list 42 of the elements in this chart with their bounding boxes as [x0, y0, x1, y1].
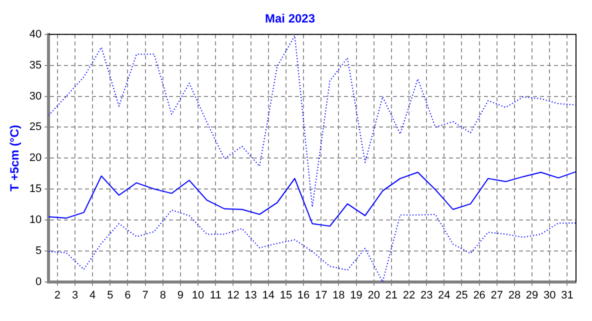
x-tick-label: 11	[210, 289, 222, 302]
x-tick-label: 5	[107, 289, 114, 302]
x-tick-label: 24	[438, 289, 450, 302]
x-tick-label: 18	[332, 289, 345, 302]
x-tick-label: 23	[420, 289, 433, 302]
x-tick-label: 31	[561, 289, 574, 302]
x-tick-label: 9	[177, 289, 184, 302]
y-tick-label: 5	[36, 244, 42, 257]
x-tick-label: 3	[72, 289, 78, 302]
y-tick-label: 25	[29, 121, 42, 134]
x-tick-label: 21	[385, 289, 398, 302]
x-tick-label: 4	[90, 289, 96, 302]
chart-title: Mai 2023	[264, 12, 316, 26]
x-tick-label: 25	[456, 289, 468, 302]
x-tick-label: 10	[192, 289, 204, 302]
x-tick-label: 28	[508, 289, 521, 302]
x-tick-label: 12	[227, 289, 240, 302]
y-tick-label: 0	[36, 276, 42, 288]
y-tick-label: 20	[29, 152, 42, 164]
x-tick-label: 7	[142, 289, 148, 302]
x-tick-label: 30	[544, 289, 556, 302]
x-tick-label: 26	[473, 289, 486, 302]
x-tick-label: 27	[490, 289, 504, 302]
y-tick-label: 10	[29, 214, 42, 226]
x-tick-label: 29	[526, 289, 538, 302]
x-tick-label: 17	[314, 289, 328, 302]
x-tick-label: 22	[402, 289, 416, 302]
x-tick-label: 16	[297, 289, 310, 302]
x-tick-label: 8	[160, 289, 166, 302]
line-series	[48, 35, 576, 208]
y-tick-label: 15	[29, 183, 42, 196]
x-tick-label: 14	[262, 289, 274, 302]
x-tick-label: 6	[124, 289, 131, 302]
y-tick-label: 40	[29, 28, 42, 40]
y-tick-label: 30	[29, 90, 42, 102]
x-tick-label: 20	[368, 289, 380, 302]
y-tick-label: 35	[29, 59, 42, 72]
y-axis-title: T +5cm (°C)	[8, 124, 22, 192]
x-tick-label: 15	[280, 289, 292, 302]
x-tick-label: 2	[54, 289, 60, 302]
x-tick-label: 19	[350, 289, 362, 302]
x-tick-label: 13	[244, 289, 257, 302]
